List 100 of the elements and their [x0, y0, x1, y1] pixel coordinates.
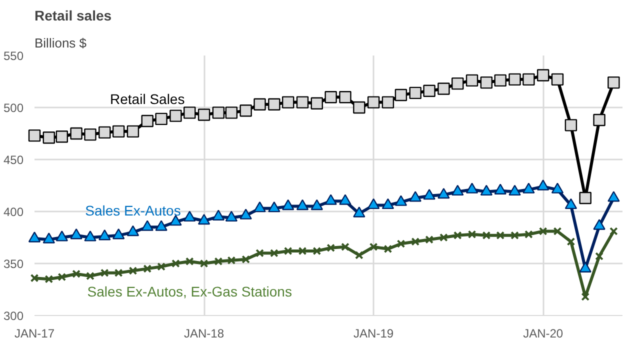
point — [310, 97, 323, 110]
point — [70, 127, 82, 140]
point — [56, 130, 68, 143]
point — [409, 191, 422, 202]
point — [384, 244, 392, 254]
point — [394, 88, 408, 102]
point — [536, 69, 550, 82]
y-axis-title: Billions $ — [34, 36, 88, 50]
point — [468, 230, 476, 239]
point — [510, 231, 519, 240]
point — [184, 210, 196, 222]
point — [482, 231, 491, 240]
y-tick-label: 350 — [3, 257, 24, 271]
y-tick-label: 500 — [3, 101, 24, 115]
point — [452, 184, 464, 196]
point — [369, 242, 378, 252]
point — [564, 119, 578, 132]
point — [508, 73, 521, 86]
x-tick-label: JAN-20 — [523, 326, 564, 340]
point — [172, 259, 180, 268]
point — [480, 184, 493, 196]
point — [296, 96, 309, 108]
point — [524, 230, 533, 239]
point — [282, 199, 294, 210]
point — [538, 227, 548, 236]
point — [44, 274, 54, 284]
point — [270, 248, 278, 258]
point — [396, 240, 406, 248]
point — [72, 270, 80, 278]
point — [86, 272, 94, 280]
point — [212, 210, 225, 220]
point — [440, 233, 448, 242]
point — [411, 237, 420, 246]
point — [284, 246, 292, 256]
point — [214, 257, 223, 266]
point — [466, 74, 478, 87]
point — [339, 194, 352, 205]
point — [98, 230, 111, 240]
point — [522, 182, 535, 194]
point — [254, 98, 266, 110]
point — [551, 182, 564, 194]
y-tick-label: 300 — [3, 309, 24, 323]
point — [242, 255, 250, 264]
point — [28, 129, 41, 142]
point — [126, 225, 140, 236]
point — [579, 192, 592, 204]
y-tick-label: 400 — [3, 205, 24, 219]
point — [310, 199, 323, 210]
point — [84, 230, 96, 242]
point — [409, 86, 422, 100]
point — [268, 98, 280, 110]
point — [126, 125, 140, 138]
point — [353, 206, 366, 218]
x-tick-label: JAN-19 — [354, 326, 394, 340]
point — [579, 262, 592, 272]
point — [240, 104, 252, 117]
point — [480, 76, 493, 89]
point — [466, 182, 478, 194]
series-label: Sales Ex-Autos — [85, 202, 181, 218]
y-tick-label: 550 — [3, 49, 24, 63]
point — [438, 82, 450, 95]
point — [566, 237, 576, 246]
point — [324, 194, 337, 205]
point — [438, 188, 450, 199]
point — [298, 246, 307, 256]
point — [84, 128, 96, 141]
point — [225, 210, 238, 222]
point — [564, 198, 578, 210]
point — [452, 77, 464, 90]
point — [494, 184, 506, 194]
point — [553, 227, 562, 236]
point — [608, 76, 620, 89]
point — [198, 108, 210, 121]
point — [423, 84, 436, 97]
point — [141, 220, 154, 231]
point — [296, 199, 309, 210]
point — [496, 231, 505, 240]
point — [225, 106, 238, 119]
point — [185, 257, 194, 266]
point — [128, 266, 138, 275]
point — [42, 232, 55, 244]
point — [423, 188, 436, 200]
point — [254, 201, 266, 212]
point — [425, 235, 434, 244]
point — [394, 195, 408, 206]
point — [212, 106, 225, 119]
point — [143, 264, 152, 273]
point — [42, 132, 55, 144]
point — [256, 248, 264, 258]
point — [198, 214, 210, 225]
point — [382, 198, 394, 210]
point — [28, 232, 41, 242]
point — [341, 242, 350, 252]
point — [367, 198, 380, 210]
point — [112, 228, 125, 240]
point — [339, 91, 352, 104]
x-tick-label: JAN-18 — [184, 326, 224, 340]
point — [155, 112, 168, 126]
point — [522, 73, 535, 86]
point — [453, 231, 462, 240]
